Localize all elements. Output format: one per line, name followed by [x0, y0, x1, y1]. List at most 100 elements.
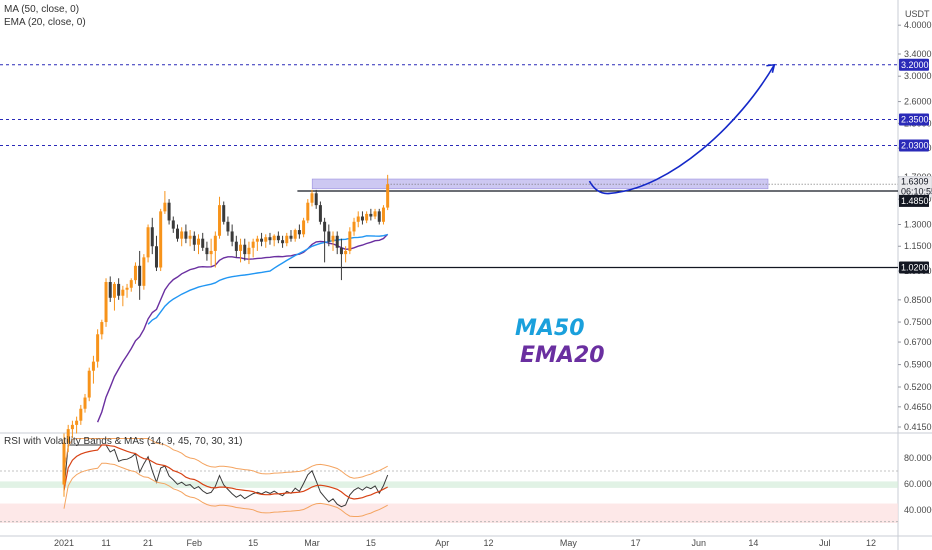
candle-body	[272, 235, 276, 241]
candle-body	[344, 250, 348, 255]
candle-body	[117, 283, 121, 296]
candle-body	[188, 235, 192, 239]
rsi-signal-line	[63, 444, 388, 500]
levels	[0, 64, 898, 269]
supply-zone	[311, 178, 769, 190]
rsi-pane	[0, 438, 898, 523]
candle-body	[373, 211, 377, 217]
candle-body	[192, 235, 196, 245]
candle-body	[184, 231, 188, 239]
price-tick-label: 0.7500	[904, 317, 932, 327]
candle-body	[159, 211, 163, 268]
rsi-tick-label: 40.0000	[904, 505, 932, 515]
time-tick-label: Jul	[819, 538, 831, 548]
candle-body	[163, 202, 167, 212]
candle-body	[352, 221, 356, 232]
candle-body	[289, 235, 293, 239]
ma-value-tag-bg	[899, 194, 929, 207]
candle-body	[150, 227, 154, 247]
candle-body	[154, 246, 158, 268]
time-tick-label: 2021	[54, 538, 74, 548]
rsi-tick-label: 80.0000	[904, 453, 932, 463]
time-tick-label: Apr	[435, 538, 449, 548]
candle-body	[96, 334, 100, 362]
candle-body	[201, 238, 205, 248]
level-tag-label: 1.0200	[901, 263, 929, 273]
candle-body	[171, 220, 175, 229]
rsi-tick-label: 60.0000	[904, 479, 932, 489]
candle-body	[100, 322, 104, 335]
axes: 4.00003.40003.00002.60002.30002.00001.70…	[54, 20, 932, 548]
candle-body	[213, 235, 217, 251]
candle-body	[348, 231, 352, 251]
candle-body	[142, 257, 146, 286]
rsi-mid-band	[0, 481, 898, 488]
time-tick-label: Jun	[691, 538, 706, 548]
candle-body	[205, 247, 209, 255]
candle-body	[167, 202, 171, 221]
candle-body	[121, 289, 125, 296]
rsi-upper-band	[63, 438, 388, 479]
price-tick-label: 1.3000	[904, 220, 932, 230]
rsi-low-band	[0, 503, 898, 523]
price-tick-label: 0.4650	[904, 402, 932, 412]
candle-body	[209, 250, 213, 255]
rsi-line	[63, 444, 389, 508]
projection-curve	[588, 64, 776, 195]
candle-body	[247, 247, 251, 255]
price-tick-label: 1.1500	[904, 241, 932, 251]
legend-ma: MA (50, close, 0)	[4, 4, 79, 15]
level-tag-bg	[899, 113, 929, 126]
candle-body	[335, 235, 339, 248]
candle-body	[356, 216, 360, 222]
candle-body	[230, 231, 234, 242]
ma-value-label: 1.4850	[901, 196, 929, 206]
candle-body	[138, 265, 142, 286]
candle-body	[197, 238, 201, 245]
candle-body	[293, 230, 297, 239]
candle-body	[133, 265, 137, 281]
candle-body	[175, 228, 179, 239]
projection-arrowhead	[766, 63, 776, 73]
candle-body	[70, 424, 74, 430]
level-tag-label: 2.3500	[901, 115, 929, 125]
time-tick-label: 11	[101, 538, 110, 548]
candle-body	[386, 184, 390, 208]
candle-body	[281, 240, 285, 244]
price-tick-label: 0.6700	[904, 337, 932, 347]
ema20-line	[96, 233, 389, 423]
candle-body	[234, 241, 238, 251]
candle-body	[146, 227, 150, 258]
candle-body	[268, 237, 272, 241]
candle-body	[180, 231, 184, 239]
candle-body	[260, 238, 264, 242]
price-tick-label: 0.5900	[904, 360, 932, 370]
candle-body	[310, 193, 314, 203]
last-price-label: 1.6309	[901, 176, 929, 186]
candle-body	[365, 213, 369, 221]
countdown-label: 06:10:55	[901, 186, 932, 196]
time-tick-label: 15	[366, 538, 376, 548]
candle-body	[377, 211, 381, 222]
candle-body	[314, 193, 318, 206]
time-tick-label: 14	[748, 538, 758, 548]
level-tag-label: 2.0300	[901, 140, 929, 150]
candle-body	[83, 397, 87, 409]
candle-body	[369, 213, 373, 217]
candle-body	[125, 287, 129, 290]
candle-body	[243, 244, 247, 255]
time-tick-label: 21	[143, 538, 153, 548]
level-tag-bg	[899, 261, 929, 274]
candle-body	[276, 235, 280, 241]
candle-body	[339, 247, 343, 255]
projection	[588, 63, 776, 195]
time-tick-label: 12	[484, 538, 494, 548]
time-tick-label: May	[560, 538, 578, 548]
candle-body	[360, 216, 364, 221]
price-tick-label: 0.5200	[904, 382, 932, 392]
price-tick-label: 3.4000	[904, 49, 932, 59]
candle-body	[327, 231, 331, 242]
